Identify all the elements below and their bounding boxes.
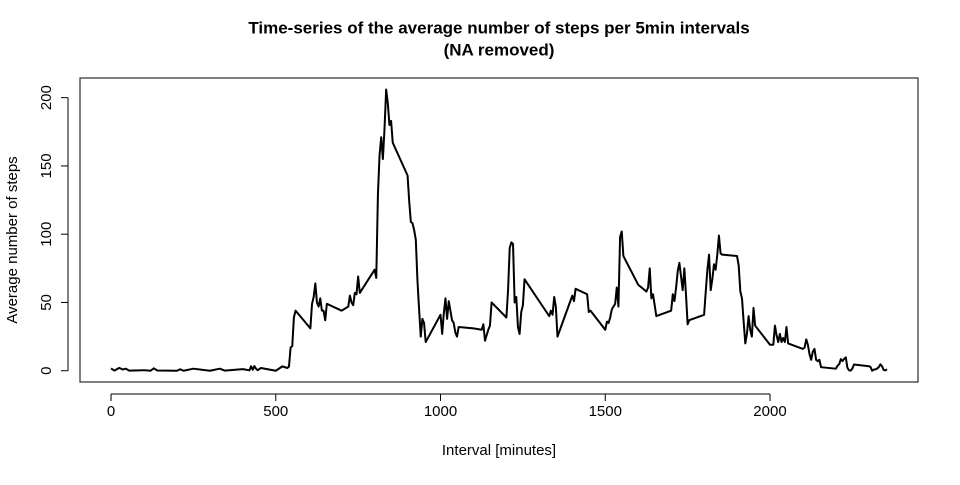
data-line bbox=[110, 88, 888, 372]
y-tick-label: 200 bbox=[38, 85, 55, 110]
x-tick-label: 1500 bbox=[589, 403, 622, 420]
y-tick-label: 0 bbox=[38, 367, 55, 375]
y-tick-label: 100 bbox=[38, 222, 55, 247]
x-tick-label: 1000 bbox=[424, 403, 457, 420]
chart-subtitle: (NA removed) bbox=[444, 40, 555, 59]
x-tick-label: 2000 bbox=[753, 403, 786, 420]
x-axis-label: Interval [minutes] bbox=[442, 442, 556, 459]
y-tick-label: 50 bbox=[38, 294, 55, 311]
y-tick-label: 150 bbox=[38, 153, 55, 178]
chart-title: Time-series of the average number of ste… bbox=[248, 18, 749, 37]
x-tick-label: 0 bbox=[107, 403, 115, 420]
y-axis-label: Average number of steps bbox=[4, 156, 21, 323]
plot-frame bbox=[79, 77, 919, 383]
x-tick-label: 500 bbox=[263, 403, 288, 420]
